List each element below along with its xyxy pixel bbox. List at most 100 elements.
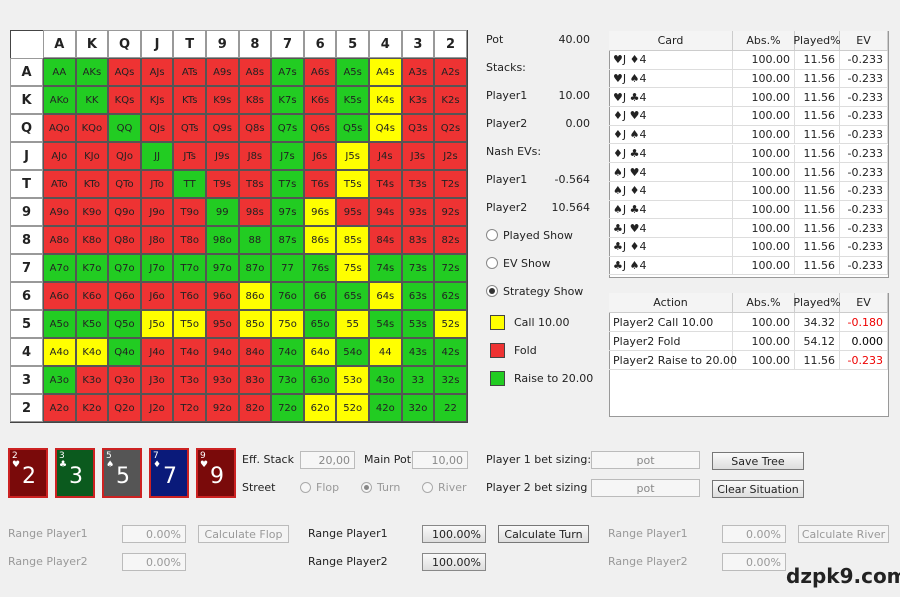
table-cell[interactable]: 11.56: [795, 181, 840, 201]
hand-cell[interactable]: T5s: [336, 170, 369, 198]
table-cell[interactable]: 11.56: [795, 51, 840, 70]
hand-cell[interactable]: 63s: [401, 282, 435, 310]
hand-cell[interactable]: KQo: [75, 114, 109, 142]
hand-cell[interactable]: K5s: [336, 86, 369, 114]
table-cell[interactable]: -0.233: [840, 351, 888, 370]
hand-cell[interactable]: A2s: [434, 58, 467, 86]
hand-cell[interactable]: 95o: [206, 310, 239, 338]
hand-cell[interactable]: 75o: [271, 310, 304, 338]
hand-cell[interactable]: K3o: [75, 366, 109, 394]
hand-cell[interactable]: JTo: [140, 170, 174, 198]
table-cell[interactable]: ♥J ♣4: [609, 88, 733, 108]
hand-cell[interactable]: T6o: [173, 282, 206, 310]
table-cell[interactable]: ♦J ♠4: [609, 125, 733, 145]
hand-cell[interactable]: 62s: [434, 282, 467, 310]
hand-cell[interactable]: K4s: [369, 86, 402, 114]
table-cell[interactable]: Player2 Call 10.00: [609, 313, 733, 332]
dropdown[interactable]: pot: [591, 479, 700, 497]
table-cell[interactable]: -0.233: [840, 88, 888, 108]
table-cell[interactable]: 100.00: [733, 256, 795, 276]
hand-cell[interactable]: K8o: [75, 226, 109, 254]
table-cell[interactable]: -0.233: [840, 200, 888, 220]
table-cell[interactable]: ♥J ♠4: [609, 69, 733, 89]
hand-cell[interactable]: KK: [75, 86, 109, 114]
hand-cell[interactable]: 65o: [303, 310, 337, 338]
hand-cell[interactable]: AJs: [140, 58, 174, 86]
hand-cell[interactable]: 33: [401, 366, 435, 394]
table-cell[interactable]: -0.180: [840, 313, 888, 332]
hand-cell[interactable]: J5o: [140, 310, 174, 338]
radio-button[interactable]: [486, 229, 498, 241]
hand-cell[interactable]: J2s: [434, 142, 467, 170]
hand-cell[interactable]: KJo: [75, 142, 109, 170]
hand-cell[interactable]: 63o: [303, 366, 337, 394]
hand-cell[interactable]: 73o: [271, 366, 304, 394]
hand-cell[interactable]: KTs: [173, 86, 206, 114]
button[interactable]: Calculate Turn: [498, 525, 589, 543]
hand-cell[interactable]: K8s: [238, 86, 272, 114]
hand-cell[interactable]: J4o: [140, 338, 174, 366]
hand-cell[interactable]: 42o: [369, 394, 402, 422]
table-cell[interactable]: 100.00: [733, 181, 795, 201]
radio-button[interactable]: [486, 257, 498, 269]
hand-cell[interactable]: QTo: [108, 170, 141, 198]
hand-cell[interactable]: A5s: [336, 58, 369, 86]
hand-cell[interactable]: K4o: [75, 338, 109, 366]
table-cell[interactable]: 100.00: [733, 313, 795, 332]
table-cell[interactable]: ♦J ♣4: [609, 144, 733, 164]
hand-cell[interactable]: Q7o: [108, 254, 141, 282]
table-cell[interactable]: -0.233: [840, 125, 888, 145]
hand-cell[interactable]: Q3o: [108, 366, 141, 394]
board-card[interactable]: 2 ♥ 2: [8, 448, 48, 498]
hand-cell[interactable]: 86o: [238, 282, 272, 310]
hand-cell[interactable]: T6s: [303, 170, 337, 198]
hand-cell[interactable]: A8s: [238, 58, 272, 86]
hand-cell[interactable]: A9s: [206, 58, 239, 86]
hand-cell[interactable]: 82o: [238, 394, 272, 422]
hand-cell[interactable]: 77: [271, 254, 304, 282]
hand-cell[interactable]: 22: [434, 394, 467, 422]
board-card[interactable]: 5 ♠ 5: [102, 448, 142, 498]
table-cell[interactable]: ♠J ♥4: [609, 163, 733, 182]
table-cell[interactable]: -0.233: [840, 219, 888, 238]
hand-cell[interactable]: 73s: [401, 254, 435, 282]
hand-cell[interactable]: Q3s: [401, 114, 435, 142]
table-cell[interactable]: ♠J ♣4: [609, 200, 733, 220]
table-cell[interactable]: -0.233: [840, 256, 888, 276]
table-cell[interactable]: ♦J ♥4: [609, 107, 733, 126]
hand-cell[interactable]: J9o: [140, 198, 174, 226]
table-cell[interactable]: ♣J ♦4: [609, 238, 733, 257]
button[interactable]: Calculate River: [798, 525, 889, 543]
button[interactable]: Save Tree: [712, 452, 804, 470]
hand-cell[interactable]: J8o: [140, 226, 174, 254]
table-cell[interactable]: 11.56: [795, 144, 840, 164]
table-cell[interactable]: -0.233: [840, 51, 888, 70]
hand-cell[interactable]: 99: [206, 198, 239, 226]
hand-cell[interactable]: K7s: [271, 86, 304, 114]
text-input[interactable]: 100.00%: [422, 553, 486, 571]
table-cell[interactable]: 100.00: [733, 51, 795, 70]
hand-cell[interactable]: 66: [303, 282, 337, 310]
hand-cell[interactable]: A7o: [43, 254, 76, 282]
hand-cell[interactable]: Q2o: [108, 394, 141, 422]
table-cell[interactable]: 100.00: [733, 219, 795, 238]
hand-cell[interactable]: K9o: [75, 198, 109, 226]
text-input[interactable]: 0.00%: [122, 525, 186, 543]
table-cell[interactable]: -0.233: [840, 69, 888, 89]
hand-cell[interactable]: T2o: [173, 394, 206, 422]
hand-cell[interactable]: 97o: [206, 254, 239, 282]
text-input[interactable]: 10,00: [412, 451, 468, 469]
hand-cell[interactable]: 75s: [336, 254, 369, 282]
text-input[interactable]: 100.00%: [422, 525, 486, 543]
hand-cell[interactable]: 95s: [336, 198, 369, 226]
hand-cell[interactable]: 52s: [434, 310, 467, 338]
hand-cell[interactable]: 92o: [206, 394, 239, 422]
table-cell[interactable]: -0.233: [840, 238, 888, 257]
table-cell[interactable]: 11.56: [795, 107, 840, 126]
hand-cell[interactable]: KJs: [140, 86, 174, 114]
hand-cell[interactable]: A5o: [43, 310, 76, 338]
hand-cell[interactable]: 55: [336, 310, 369, 338]
hand-cell[interactable]: 64s: [369, 282, 402, 310]
hand-cell[interactable]: J2o: [140, 394, 174, 422]
hand-cell[interactable]: 85s: [336, 226, 369, 254]
